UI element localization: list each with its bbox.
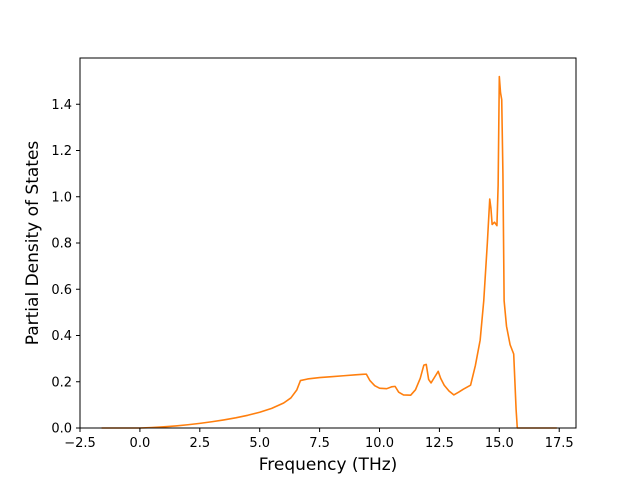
y-tick-label: 0.4 [51,329,72,344]
y-tick-label: 1.4 [51,98,72,113]
x-tick-label: 17.5 [545,436,574,451]
x-axis-ticks: −2.5 0.0 2.5 5.0 7.5 10.0 12.5 15.0 17.5 [64,428,574,451]
y-tick-label: 1.0 [51,190,72,205]
y-axis-label: Partial Density of States [23,141,43,346]
series-layer [101,75,557,429]
x-tick-label: 5.0 [249,436,270,451]
y-tick-label: 0.2 [51,375,72,390]
x-tick-label: 10.0 [365,436,394,451]
x-tick-label: 15.0 [485,436,514,451]
y-tick-label: 1.2 [51,144,72,159]
x-tick-label: 0.0 [130,436,151,451]
y-tick-label: 0.6 [51,283,72,298]
y-axis-ticks: 0.0 0.2 0.4 0.6 0.8 1.0 1.2 1.4 [51,98,80,437]
x-tick-label: −2.5 [64,436,96,451]
x-tick-label: 12.5 [425,436,454,451]
x-tick-label: 2.5 [189,436,210,451]
x-tick-label: 7.5 [309,436,330,451]
pdos-series-line-0 [101,75,557,429]
plot-background [80,58,576,428]
y-tick-label: 0.0 [51,422,72,437]
y-tick-label: 0.8 [51,237,72,252]
x-axis-label: Frequency (THz) [259,455,398,475]
